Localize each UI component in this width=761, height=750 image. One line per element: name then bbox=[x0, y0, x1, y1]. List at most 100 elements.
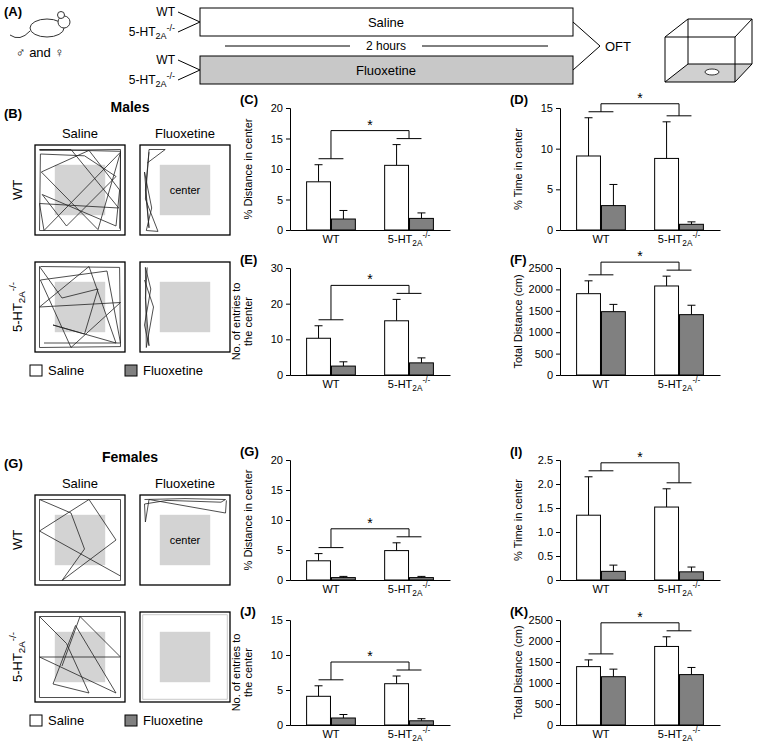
zone-label: center bbox=[170, 534, 201, 546]
text-superscript: -/- bbox=[422, 376, 430, 385]
text-subscript: 2A bbox=[682, 589, 693, 598]
panel-label: (I) bbox=[510, 444, 522, 459]
track-trace bbox=[145, 499, 227, 522]
x-axis: WT 5-HT2A-/- bbox=[561, 375, 721, 393]
bar bbox=[655, 646, 679, 725]
plot-marks bbox=[577, 118, 704, 230]
row-label: WT bbox=[10, 530, 25, 550]
bar bbox=[601, 312, 625, 375]
text-superscript: -/- bbox=[692, 231, 700, 240]
panel-title: Males bbox=[111, 99, 150, 115]
treatment-box bbox=[200, 56, 573, 84]
plot-marks bbox=[577, 477, 704, 580]
tick-mark bbox=[556, 332, 560, 333]
panel-label: (K) bbox=[510, 604, 528, 619]
significance-bracket: * bbox=[589, 90, 692, 116]
tick-label: 20 bbox=[271, 102, 283, 114]
tick-label: 0 bbox=[547, 719, 553, 731]
error-bar bbox=[663, 637, 671, 647]
bracket-line bbox=[330, 131, 331, 159]
bar-chart: 05001000150020002500WT5-HT2A-/-(F)Total … bbox=[510, 248, 721, 392]
y-tick: 1000 bbox=[529, 326, 560, 338]
tick-label: 10 bbox=[271, 333, 283, 345]
y-axis: 05101520 bbox=[271, 102, 291, 236]
bar bbox=[307, 182, 331, 230]
genotype-label: 5-HT2A-/- bbox=[129, 71, 175, 89]
arena bbox=[35, 145, 125, 235]
text-superscript: -/- bbox=[7, 282, 18, 291]
panel-label: (G) bbox=[240, 444, 259, 459]
tick-mark bbox=[556, 532, 560, 533]
bar bbox=[680, 315, 704, 375]
bracket-line bbox=[409, 285, 410, 293]
tick-label: WT bbox=[322, 233, 339, 245]
y-axis-title: Total Distance (cm) bbox=[512, 625, 524, 719]
error-bar bbox=[609, 565, 617, 571]
tick-label: 0 bbox=[277, 574, 283, 586]
error-bar bbox=[339, 362, 347, 366]
tick-mark bbox=[286, 304, 290, 305]
connector bbox=[573, 46, 600, 70]
tick-mark bbox=[556, 580, 560, 581]
row-label: 5-HT2A-/- bbox=[7, 632, 27, 682]
tick-label: 5 bbox=[547, 183, 553, 195]
y-tick: 2000 bbox=[529, 283, 560, 295]
treatment-box bbox=[200, 8, 573, 36]
y-axis: 05001000150020002500 bbox=[529, 614, 561, 731]
y-axis-title: % Distance in center bbox=[242, 469, 254, 570]
error-bar bbox=[315, 686, 323, 697]
arena-wall bbox=[735, 37, 736, 82]
tick-label: 1.0 bbox=[538, 526, 553, 538]
tick-mark bbox=[286, 169, 290, 170]
x-tick: WT bbox=[592, 375, 609, 390]
y-axis-title-line: Total Distance (cm) bbox=[512, 625, 524, 719]
genotype-label: WT bbox=[156, 53, 175, 67]
significance-star: * bbox=[637, 90, 643, 106]
bar bbox=[410, 218, 434, 230]
bar bbox=[307, 696, 331, 725]
tick-label: 2.0 bbox=[538, 478, 553, 490]
bar bbox=[655, 507, 679, 580]
y-axis-title-line: No. of entries to bbox=[230, 634, 242, 712]
bar-chart: 05101520WT5-HT2A-/-(G)% Distance in cent… bbox=[240, 444, 451, 598]
text-superscript: -/- bbox=[422, 231, 430, 240]
duration-line bbox=[225, 46, 350, 47]
bar bbox=[680, 675, 704, 725]
row-label: 5-HT2A-/- bbox=[7, 282, 27, 332]
bracket-line bbox=[409, 131, 410, 139]
significance-star: * bbox=[367, 648, 373, 664]
tick-label: WT bbox=[592, 583, 609, 595]
tick-label: 2500 bbox=[529, 614, 553, 626]
tick-label: 0.5 bbox=[538, 550, 553, 562]
x-tick: WT bbox=[592, 580, 609, 595]
tick-label: 0 bbox=[277, 224, 283, 236]
arena-rim bbox=[665, 19, 752, 37]
bar bbox=[410, 721, 434, 725]
tick-mark bbox=[556, 641, 560, 642]
tick-label: 10 bbox=[271, 163, 283, 175]
x-tick: 5-HT2A-/- bbox=[658, 230, 701, 248]
track-trace bbox=[145, 267, 154, 347]
error-bar bbox=[585, 118, 593, 156]
tick-label: WT bbox=[322, 728, 339, 740]
y-axis-title-line: No. of entries to bbox=[230, 283, 242, 361]
tick-label: 1.5 bbox=[538, 502, 553, 514]
significance-bracket: * bbox=[589, 248, 692, 275]
error-bar bbox=[585, 477, 593, 515]
text-part: 5-HT bbox=[10, 303, 25, 332]
y-tick: 500 bbox=[535, 698, 560, 710]
zone-label: center bbox=[170, 184, 201, 196]
tick-label: WT bbox=[592, 378, 609, 390]
text-subscript: 2A bbox=[412, 589, 423, 598]
bracket-line bbox=[679, 104, 680, 116]
text-subscript: 2A bbox=[155, 31, 166, 41]
text-superscript: -/- bbox=[692, 726, 700, 735]
tick-label: 30 bbox=[271, 262, 283, 274]
tick-label: 5-HT2A-/- bbox=[658, 376, 701, 393]
significance-bracket: * bbox=[319, 648, 422, 680]
y-axis-title-line: Total Distance (cm) bbox=[512, 274, 524, 368]
tick-mark bbox=[556, 108, 560, 109]
y-tick: 5 bbox=[277, 684, 290, 696]
y-axis: 051015 bbox=[271, 614, 291, 731]
tick-label: 0 bbox=[277, 369, 283, 381]
